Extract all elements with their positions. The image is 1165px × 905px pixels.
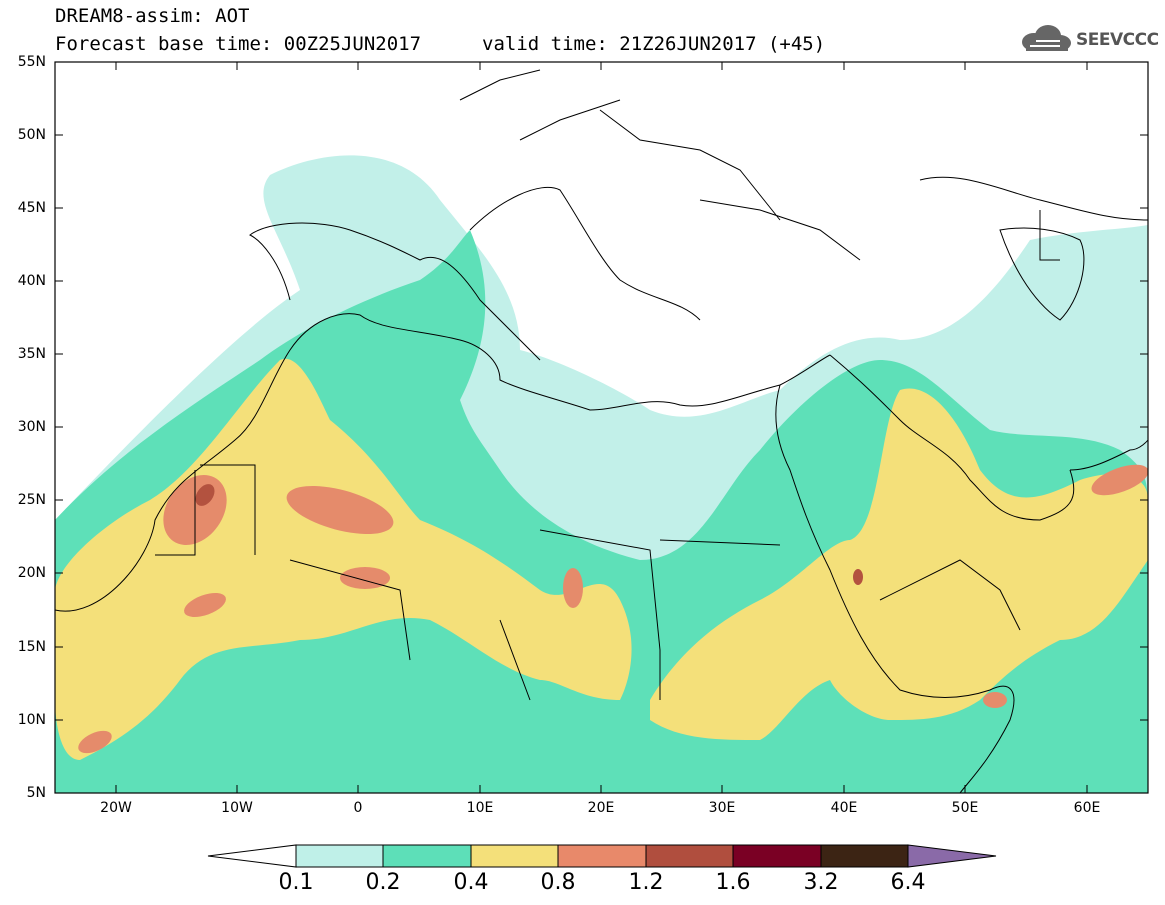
lat-label-10n: 10N	[17, 712, 46, 728]
colorbar-label-0.1: 0.1	[278, 870, 314, 895]
valid-time: valid time: 21Z26JUN2017 (+45)	[482, 33, 826, 55]
lon-label-0: 0	[353, 800, 363, 816]
colorbar-label-0.2: 0.2	[365, 870, 401, 895]
colorbar-swatch-3.2	[820, 844, 909, 868]
lat-label-45n: 45N	[17, 200, 46, 216]
aot-band-1.2	[195, 484, 215, 506]
lon-label-30e: 30E	[708, 800, 736, 816]
coastlines	[55, 69, 1148, 793]
lon-label-20e: 20E	[587, 800, 615, 816]
forecast-base-time: Forecast base time: 00Z25JUN2017	[55, 33, 422, 55]
lon-label-10w: 10W	[221, 800, 253, 816]
colorbar-swatch-0.4	[470, 844, 559, 868]
lon-ticks	[115, 62, 1088, 793]
aot-band-0.8	[184, 592, 226, 618]
logo-text: SEEVCCC	[1076, 30, 1159, 50]
aot-band-0.8	[286, 486, 394, 534]
lat-label-30n: 30N	[17, 419, 46, 435]
colorbar-swatch-0.2	[382, 844, 472, 868]
lat-label-50n: 50N	[17, 127, 46, 143]
aot-band-1.2	[853, 569, 863, 585]
colorbar-label-3.2: 3.2	[803, 870, 839, 895]
map-title: DREAM8-assim: AOT	[55, 5, 250, 27]
lat-label-35n: 35N	[17, 346, 46, 362]
aot-shading	[55, 155, 1148, 793]
colorbar	[207, 844, 997, 868]
lat-ticks	[55, 61, 1148, 721]
colorbar-swatch-1.6	[732, 844, 822, 868]
lon-label-10e: 10E	[466, 800, 494, 816]
lat-label-15n: 15N	[17, 639, 46, 655]
seevccc-logo: SEEVCCC	[1018, 24, 1159, 54]
aot-band-0.8	[983, 692, 1007, 708]
colorbar-label-0.8: 0.8	[540, 870, 576, 895]
colorbar-label-6.4: 6.4	[890, 870, 926, 895]
colorbar-label-0.4: 0.4	[453, 870, 489, 895]
aot-band-0.8	[78, 730, 112, 754]
aot-band-0.8	[563, 568, 583, 608]
aot-band-0.4	[55, 358, 632, 760]
lon-label-20w: 20W	[100, 800, 132, 816]
lat-label-5n: 5N	[26, 785, 46, 801]
colorbar-low-arrow	[207, 844, 297, 868]
lon-label-60e: 60E	[1073, 800, 1101, 816]
colorbar-high-arrow	[907, 844, 997, 868]
aot-band-0.8	[1091, 464, 1148, 496]
colorbar-swatch-0.1	[295, 844, 384, 868]
lat-label-55n: 55N	[17, 54, 46, 70]
cloud-icon	[1022, 25, 1071, 51]
colorbar-swatch-1.2	[645, 844, 734, 868]
lon-label-40e: 40E	[830, 800, 858, 816]
lat-label-40n: 40N	[17, 273, 46, 289]
colorbar-label-1.2: 1.2	[628, 870, 664, 895]
lon-label-50e: 50E	[951, 800, 979, 816]
aot-band-0.4	[650, 388, 1148, 740]
lat-label-25n: 25N	[17, 492, 46, 508]
colorbar-swatch-0.8	[557, 844, 647, 868]
lat-label-20n: 20N	[17, 565, 46, 581]
colorbar-label-1.6: 1.6	[715, 870, 751, 895]
